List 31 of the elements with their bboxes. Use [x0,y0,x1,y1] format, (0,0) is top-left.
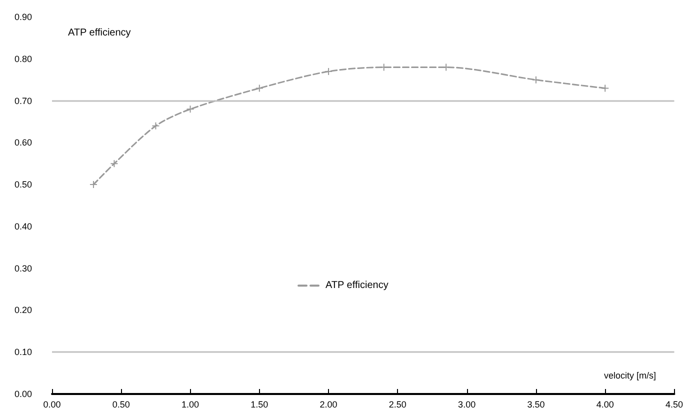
y-tick-label: 0.80 [14,54,32,64]
x-tick-label: 1.00 [182,400,200,410]
point [110,160,118,168]
y-tick-label: 0.70 [14,96,32,106]
x-tick-label: 2.00 [320,400,338,410]
point [89,180,98,189]
y-tick-label: 0.90 [14,12,32,22]
point [324,67,333,76]
y-tick-label: 0.60 [14,138,32,148]
point [601,84,610,92]
y-tick-label: 0.30 [14,263,32,274]
x-tick-label: 3.50 [527,400,545,410]
legend-label: ATP efficiency [326,280,388,292]
y-tick-label: 0.50 [14,180,32,190]
y-axis-title: ATP efficiency [68,28,131,38]
point [255,84,264,92]
x-axis-title: velocity [m/s] [604,370,656,380]
x-tick-label: 0.00 [43,400,61,410]
y-tick-label: 0.10 [14,347,32,358]
x-tick-label: 1.50 [250,400,268,410]
point [532,76,540,84]
point [186,105,194,114]
x-tick-label: 4.00 [596,400,614,410]
point [152,122,160,130]
x-tick-label: 4.50 [665,400,684,410]
y-tick-label: 0.40 [14,221,32,232]
x-tick-label: 2.50 [388,400,406,410]
y-tick-label: 0.20 [14,305,32,316]
x-tick-label: 0.50 [112,400,130,410]
x-tick-label: 3.00 [458,400,476,410]
y-tick-label: 0.00 [14,389,32,399]
